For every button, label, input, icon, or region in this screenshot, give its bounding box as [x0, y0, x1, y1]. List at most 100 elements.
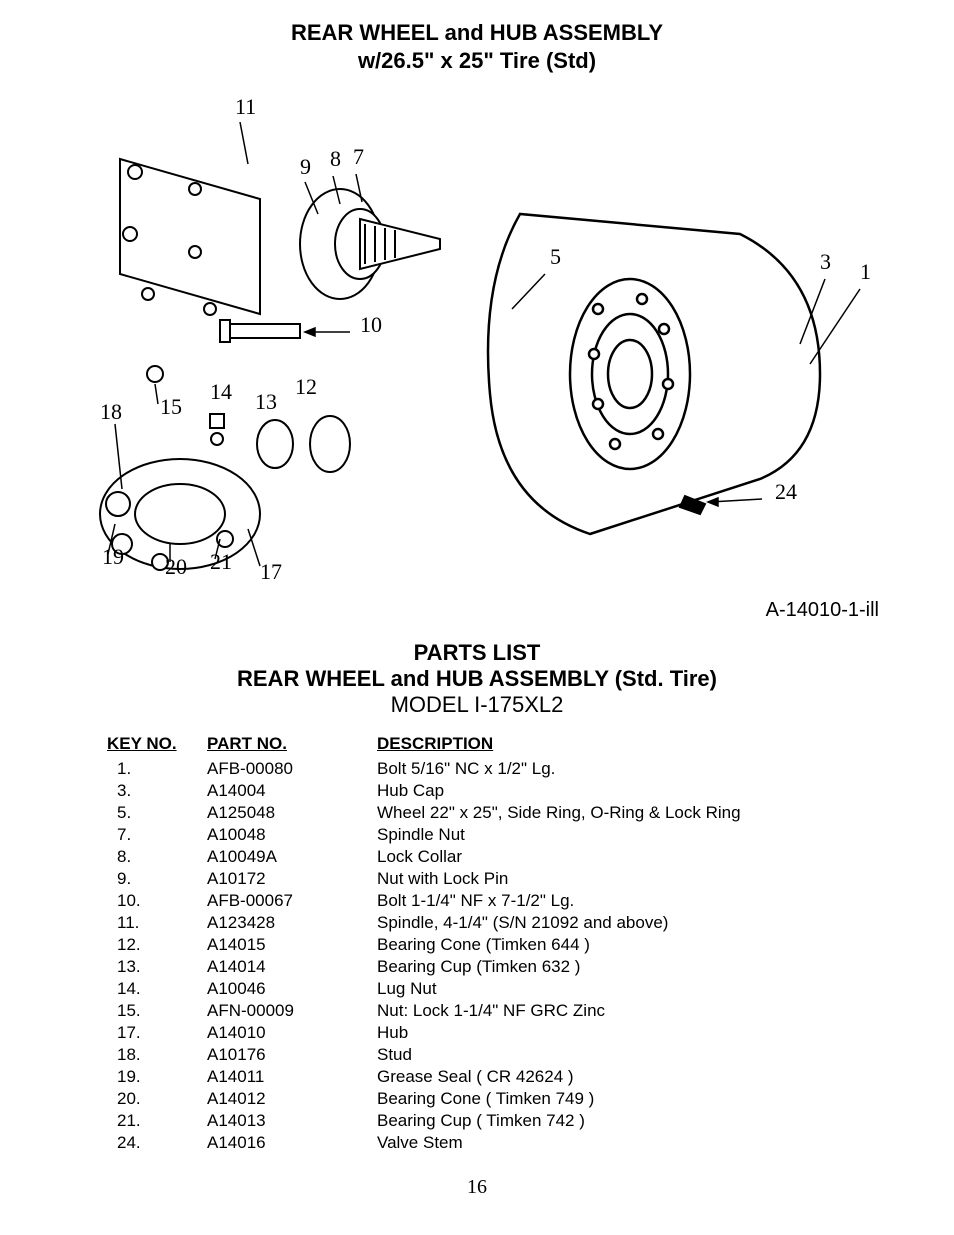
cell-partno: AFB-00067 — [197, 890, 367, 912]
cell-keyno: 5. — [97, 802, 197, 824]
callout-label: 3 — [820, 249, 831, 274]
parts-list-heading-2: REAR WHEEL and HUB ASSEMBLY (Std. Tire) — [60, 666, 894, 692]
col-description: DESCRIPTION — [367, 732, 857, 758]
cell-partno: A10049A — [197, 846, 367, 868]
callout-label: 8 — [330, 146, 341, 171]
table-row: 10.AFB-00067Bolt 1-1/4" NF x 7-1/2" Lg. — [97, 890, 857, 912]
table-row: 12.A14015Bearing Cone (Timken 644 ) — [97, 934, 857, 956]
cell-keyno: 15. — [97, 1000, 197, 1022]
cell-keyno: 10. — [97, 890, 197, 912]
cell-partno: AFB-00080 — [197, 758, 367, 780]
cell-keyno: 7. — [97, 824, 197, 846]
callout-label: 18 — [100, 399, 122, 424]
table-row: 13.A14014Bearing Cup (Timken 632 ) — [97, 956, 857, 978]
cell-partno: A10176 — [197, 1044, 367, 1066]
cell-desc: Bearing Cone (Timken 644 ) — [367, 934, 857, 956]
callout-label: 20 — [165, 554, 187, 579]
cell-partno: AFN-00009 — [197, 1000, 367, 1022]
table-row: 15.AFN-00009Nut: Lock 1-1/4" NF GRC Zinc — [97, 1000, 857, 1022]
table-header-row: KEY NO. PART NO. DESCRIPTION — [97, 732, 857, 758]
cell-keyno: 14. — [97, 978, 197, 1000]
cell-keyno: 9. — [97, 868, 197, 890]
table-row: 24.A14016Valve Stem — [97, 1132, 857, 1154]
page-title: REAR WHEEL and HUB ASSEMBLY — [60, 20, 894, 46]
diagram-code: A-14010-1-ill — [60, 599, 894, 622]
cell-desc: Hub Cap — [367, 780, 857, 802]
cell-desc: Lug Nut — [367, 978, 857, 1000]
cell-keyno: 17. — [97, 1022, 197, 1044]
cell-desc: Stud — [367, 1044, 857, 1066]
parts-list-heading-3: MODEL I-175XL2 — [60, 692, 894, 718]
cell-keyno: 19. — [97, 1066, 197, 1088]
cell-keyno: 1. — [97, 758, 197, 780]
parts-list-heading-1: PARTS LIST — [60, 640, 894, 666]
cell-partno: A125048 — [197, 802, 367, 824]
callout-label: 10 — [360, 312, 382, 337]
cell-partno: A14004 — [197, 780, 367, 802]
cell-partno: A14010 — [197, 1022, 367, 1044]
cell-partno: A14012 — [197, 1088, 367, 1110]
table-row: 1.AFB-00080Bolt 5/16" NC x 1/2" Lg. — [97, 758, 857, 780]
cell-keyno: 3. — [97, 780, 197, 802]
cell-partno: A14016 — [197, 1132, 367, 1154]
cell-keyno: 12. — [97, 934, 197, 956]
cell-keyno: 24. — [97, 1132, 197, 1154]
callout-label: 19 — [102, 544, 124, 569]
exploded-diagram: 11 987 5 3 1 10 18 15 14 13 12 24 19 20 21 17 — [60, 84, 894, 594]
cell-desc: Grease Seal ( CR 42624 ) — [367, 1066, 857, 1088]
cell-partno: A123428 — [197, 912, 367, 934]
cell-desc: Wheel 22" x 25", Side Ring, O-Ring & Loc… — [367, 802, 857, 824]
callout-label: 9 — [300, 154, 311, 179]
cell-desc: Spindle Nut — [367, 824, 857, 846]
callout-label: 17 — [260, 559, 282, 584]
cell-keyno: 8. — [97, 846, 197, 868]
cell-partno: A10046 — [197, 978, 367, 1000]
table-row: 3.A14004Hub Cap — [97, 780, 857, 802]
cell-desc: Bolt 1-1/4" NF x 7-1/2" Lg. — [367, 890, 857, 912]
cell-desc: Hub — [367, 1022, 857, 1044]
cell-desc: Nut: Lock 1-1/4" NF GRC Zinc — [367, 1000, 857, 1022]
table-row: 20.A14012Bearing Cone ( Timken 749 ) — [97, 1088, 857, 1110]
cell-keyno: 18. — [97, 1044, 197, 1066]
cell-desc: Bolt 5/16" NC x 1/2" Lg. — [367, 758, 857, 780]
cell-partno: A14011 — [197, 1066, 367, 1088]
cell-desc: Bearing Cone ( Timken 749 ) — [367, 1088, 857, 1110]
cell-desc: Bearing Cup ( Timken 742 ) — [367, 1110, 857, 1132]
cell-partno: A10048 — [197, 824, 367, 846]
table-row: 7.A10048Spindle Nut — [97, 824, 857, 846]
table-row: 11.A123428Spindle, 4-1/4" (S/N 21092 and… — [97, 912, 857, 934]
callout-label: 12 — [295, 374, 317, 399]
table-row: 18.A10176Stud — [97, 1044, 857, 1066]
cell-desc: Bearing Cup (Timken 632 ) — [367, 956, 857, 978]
callout-label: 24 — [775, 479, 797, 504]
callout-label: 5 — [550, 244, 561, 269]
page-subtitle: w/26.5" x 25" Tire (Std) — [60, 48, 894, 74]
callout-label: 15 — [160, 394, 182, 419]
table-row: 14.A10046Lug Nut — [97, 978, 857, 1000]
table-row: 17.A14010Hub — [97, 1022, 857, 1044]
diagram-svg: 11 987 5 3 1 10 18 15 14 13 12 24 19 20 21 17 — [60, 84, 894, 594]
callout-label: 14 — [210, 379, 232, 404]
cell-desc: Lock Collar — [367, 846, 857, 868]
cell-desc: Valve Stem — [367, 1132, 857, 1154]
col-keyno: KEY NO. — [97, 732, 197, 758]
cell-desc: Spindle, 4-1/4" (S/N 21092 and above) — [367, 912, 857, 934]
parts-table: KEY NO. PART NO. DESCRIPTION 1.AFB-00080… — [97, 732, 857, 1154]
cell-keyno: 21. — [97, 1110, 197, 1132]
cell-desc: Nut with Lock Pin — [367, 868, 857, 890]
col-partno: PART NO. — [197, 732, 367, 758]
cell-partno: A14015 — [197, 934, 367, 956]
callout-label: 7 — [353, 144, 364, 169]
table-row: 8.A10049ALock Collar — [97, 846, 857, 868]
callout-label: 1 — [860, 259, 871, 284]
cell-partno: A14013 — [197, 1110, 367, 1132]
cell-keyno: 11. — [97, 912, 197, 934]
callout-label: 11 — [235, 94, 256, 119]
cell-keyno: 20. — [97, 1088, 197, 1110]
table-row: 19.A14011Grease Seal ( CR 42624 ) — [97, 1066, 857, 1088]
callout-label: 21 — [210, 549, 232, 574]
table-row: 5.A125048Wheel 22" x 25", Side Ring, O-R… — [97, 802, 857, 824]
table-row: 21.A14013Bearing Cup ( Timken 742 ) — [97, 1110, 857, 1132]
cell-keyno: 13. — [97, 956, 197, 978]
callout-label: 13 — [255, 389, 277, 414]
